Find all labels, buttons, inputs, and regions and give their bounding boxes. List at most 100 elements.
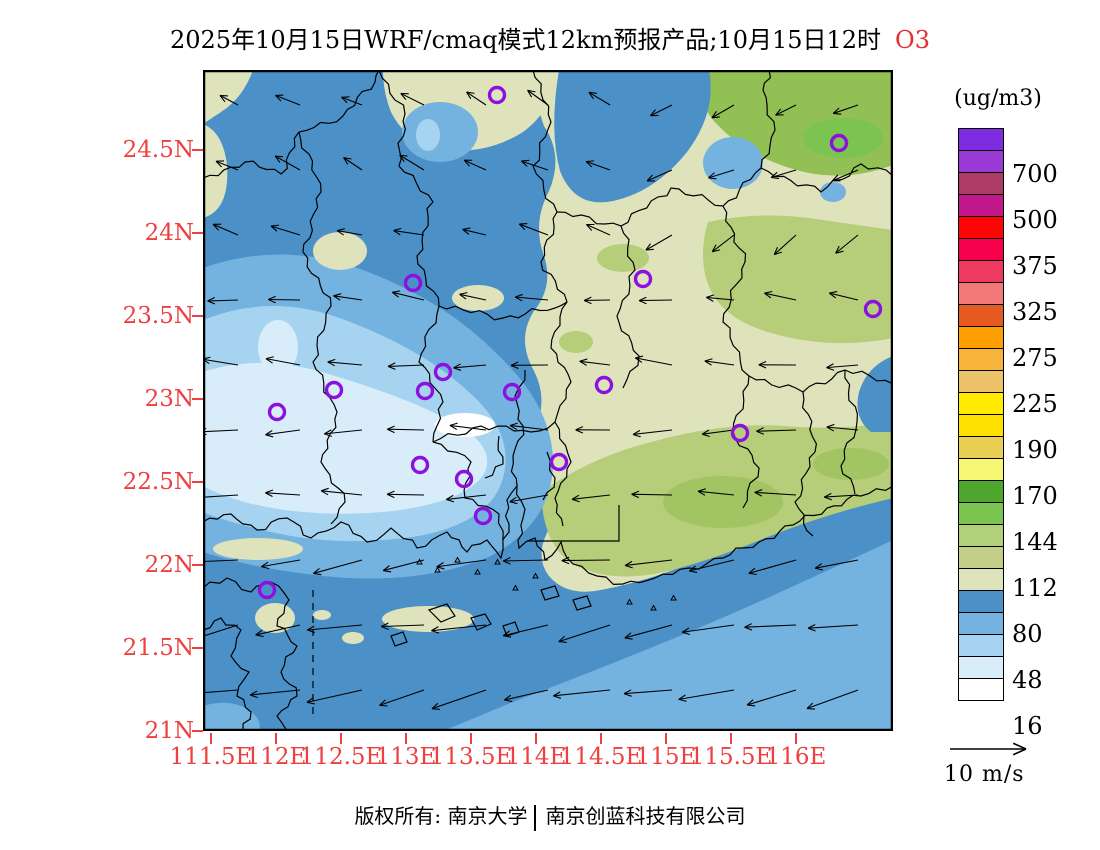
legend-value-label: 700	[1012, 160, 1058, 188]
boundary-line	[532, 70, 572, 527]
contour-region	[554, 70, 711, 203]
boundary-line	[794, 391, 818, 537]
copyright: 版权所有: 南京大学 南京创蓝科技有限公司	[0, 800, 1100, 831]
legend-value-label: 190	[1012, 436, 1058, 464]
boundary-line	[438, 301, 568, 321]
station-marker	[473, 506, 493, 526]
x-axis-tick	[795, 733, 797, 744]
map-canvas	[203, 70, 893, 731]
legend-color-block	[958, 370, 1004, 393]
wind-arrow	[393, 227, 425, 236]
wind-arrow	[466, 91, 487, 106]
wind-arrow	[387, 362, 425, 370]
legend-color-block	[958, 414, 1004, 437]
wind-arrow	[387, 425, 425, 434]
wind-scale-label: 10 m/s	[944, 762, 1025, 787]
wind-arrow	[459, 292, 487, 301]
x-axis-tick	[405, 733, 407, 744]
wind-arrow	[207, 297, 239, 305]
station-marker	[454, 469, 474, 489]
boundary-line	[298, 131, 346, 525]
contour-region	[443, 540, 893, 731]
legend-value-label: 275	[1012, 344, 1058, 372]
wind-arrow	[504, 689, 549, 703]
island-outline	[427, 603, 456, 623]
wind-arrow	[575, 426, 611, 434]
wind-arrow	[585, 160, 611, 171]
wind-arrow	[431, 624, 487, 634]
wind-arrow	[773, 234, 797, 256]
wind-arrow	[624, 624, 673, 640]
contour-region	[213, 538, 303, 560]
wind-arrow	[382, 559, 425, 573]
station-marker	[829, 133, 849, 153]
wind-arrow	[704, 358, 735, 366]
boundary-line	[510, 369, 526, 487]
copyright-divider	[533, 804, 536, 831]
station-marker	[549, 452, 569, 472]
wind-arrow	[571, 494, 611, 503]
wind-arrow	[561, 556, 611, 565]
contour-region	[857, 356, 893, 432]
wind-arrow	[462, 227, 487, 236]
legend-color-block	[958, 590, 1004, 613]
wind-arrow	[832, 104, 859, 115]
wind-arrow	[775, 104, 797, 116]
wind-arrow	[380, 622, 425, 631]
x-axis-label: 112E	[245, 744, 307, 770]
wind-arrow	[307, 624, 363, 634]
islet-mark	[650, 604, 657, 611]
y-axis-label: 23.5N	[122, 303, 194, 329]
wind-arrow	[623, 689, 673, 697]
wind-arrow	[275, 94, 301, 106]
wind-arrow	[265, 489, 301, 498]
inner-domain-box	[527, 505, 620, 542]
legend-value-label: 48	[1012, 666, 1043, 694]
y-axis-label: 23N	[144, 386, 194, 412]
y-axis-tick	[192, 481, 203, 483]
station-marker	[410, 455, 430, 475]
x-axis-tick	[210, 733, 212, 744]
contour-region	[597, 244, 649, 272]
wind-arrow	[320, 487, 363, 496]
legend-units-label: (ug/m3)	[954, 86, 1042, 111]
wind-arrow	[824, 492, 859, 501]
legend-color-block	[958, 678, 1004, 701]
contour-region	[203, 362, 488, 514]
wind-arrow	[711, 104, 735, 119]
station-marker	[403, 273, 423, 293]
wind-arrow	[386, 490, 425, 499]
wind-arrow	[509, 422, 549, 431]
y-axis-tick	[192, 730, 203, 732]
wind-arrow	[509, 494, 549, 505]
wind-arrow	[449, 422, 487, 431]
station-marker	[324, 380, 344, 400]
y-axis-tick	[192, 647, 203, 649]
station-marker	[633, 269, 653, 289]
boundary-line	[748, 369, 893, 393]
legend-color-block	[958, 128, 1004, 151]
wind-arrow	[379, 689, 425, 707]
legend-color-block	[958, 634, 1004, 657]
x-axis-tick	[535, 733, 537, 744]
y-axis-tick	[192, 564, 203, 566]
legend-color-block	[958, 326, 1004, 349]
wind-arrow	[950, 742, 1027, 756]
legend-color-block	[958, 216, 1004, 239]
boundary-line	[722, 205, 760, 509]
legend-value-label: 325	[1012, 298, 1058, 326]
wind-arrow	[265, 356, 301, 366]
legend-color-block	[958, 150, 1004, 173]
wind-arrow	[502, 557, 549, 565]
x-axis-label: 113E	[375, 744, 437, 770]
boundary-line	[378, 70, 444, 443]
wind-arrow	[748, 559, 797, 576]
copyright-left: 版权所有: 南京大学	[354, 804, 528, 828]
copyright-right: 南京创蓝科技有限公司	[545, 804, 746, 828]
wind-arrow	[203, 559, 239, 563]
wind-arrow	[343, 157, 363, 171]
boundary-line	[840, 369, 859, 495]
legend-colorbar	[958, 128, 1004, 701]
legend-color-block	[958, 436, 1004, 459]
